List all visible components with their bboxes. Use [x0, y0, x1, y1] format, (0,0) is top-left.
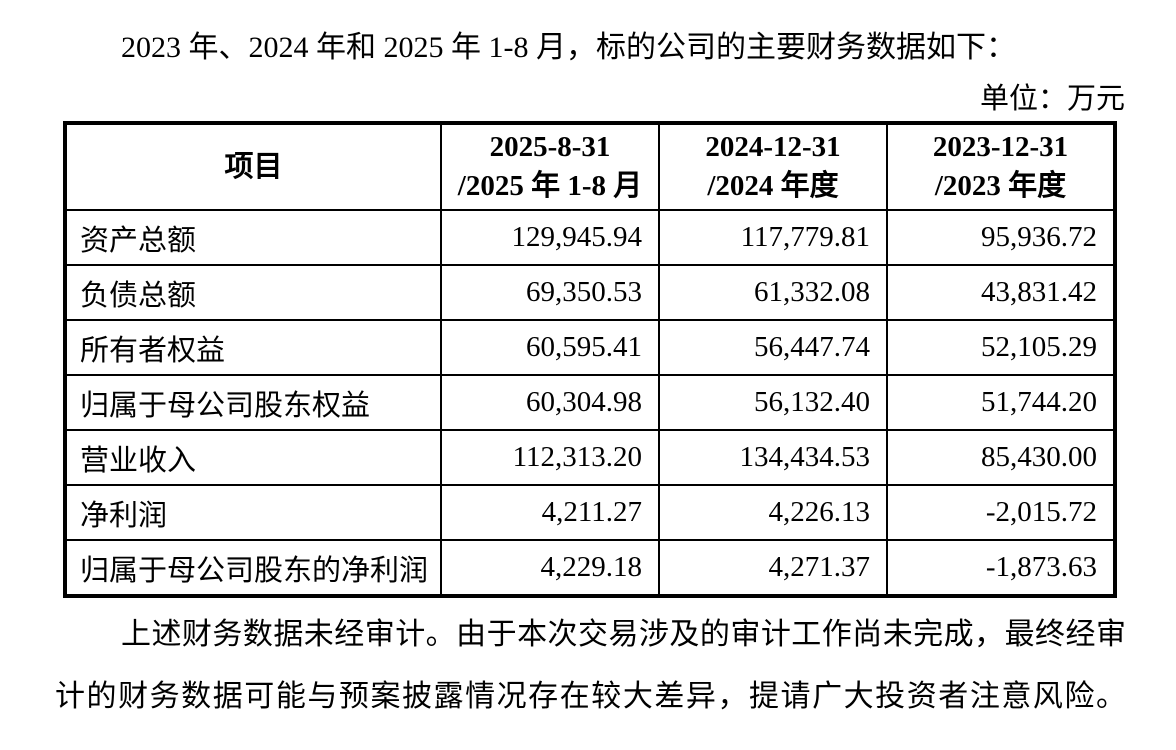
table-row: 负债总额 69,350.53 61,332.08 43,831.42 [64, 264, 1116, 321]
financial-data-table: 项目 2025-8-31 /2025 年 1-8 月 2024-12-31 /2… [63, 121, 1117, 598]
row-value: 4,271.37 [658, 539, 888, 597]
table-row: 资产总额 129,945.94 117,779.81 95,936.72 [64, 209, 1116, 266]
row-value: -2,015.72 [886, 484, 1116, 541]
row-item-label: 负债总额 [64, 264, 442, 321]
row-item-label: 营业收入 [64, 429, 442, 486]
column-header-item-label: 项目 [224, 150, 283, 183]
row-item-label: 资产总额 [64, 209, 442, 266]
unit-label: 单位：万元 [979, 83, 1125, 115]
row-value: 56,447.74 [658, 319, 888, 376]
row-value: 4,229.18 [440, 539, 660, 597]
table-row: 所有者权益 60,595.41 56,447.74 52,105.29 [64, 319, 1116, 376]
period-span: /2023 年度 [934, 170, 1067, 202]
disclaimer-line-2: 计的财务数据可能与预案披露情况存在较大差异，提请广大投资者注意风险。 [55, 680, 1126, 713]
row-value: 69,350.53 [440, 264, 660, 321]
row-value: 129,945.94 [440, 209, 660, 266]
row-item-label: 归属于母公司股东权益 [64, 374, 442, 431]
table-row: 归属于母公司股东权益 60,304.98 56,132.40 51,744.20 [64, 374, 1116, 431]
row-value: 51,744.20 [886, 374, 1116, 431]
table-row: 归属于母公司股东的净利润 4,229.18 4,271.37 -1,873.63 [64, 539, 1116, 597]
row-value: 4,226.13 [658, 484, 888, 541]
row-value: -1,873.63 [886, 539, 1116, 597]
row-value: 60,595.41 [440, 319, 660, 376]
column-header-period-2023: 2023-12-31 /2023 年度 [886, 122, 1116, 211]
column-header-item: 项目 [64, 122, 442, 211]
period-span: /2024 年度 [707, 170, 839, 202]
table-row: 营业收入 112,313.20 134,434.53 85,430.00 [64, 429, 1116, 486]
intro-text: 2023 年、2024 年和 2025 年 1-8 月，标的公司的主要财务数据如… [121, 31, 1016, 64]
row-value: 43,831.42 [886, 264, 1116, 321]
period-date: 2024-12-31 [705, 131, 841, 163]
period-date: 2023-12-31 [932, 131, 1069, 163]
disclaimer-line-1: 上述财务数据未经审计。由于本次交易涉及的审计工作尚未完成，最终经审 [121, 618, 1126, 651]
row-value: 4,211.27 [440, 484, 660, 541]
row-item-label: 净利润 [64, 484, 442, 541]
row-value: 52,105.29 [886, 319, 1116, 376]
row-value: 112,313.20 [440, 429, 660, 486]
row-value: 56,132.40 [658, 374, 888, 431]
row-value: 117,779.81 [658, 209, 888, 266]
row-value: 60,304.98 [440, 374, 660, 431]
period-date: 2025-8-31 [489, 131, 611, 163]
row-value: 61,332.08 [658, 264, 888, 321]
row-item-label: 归属于母公司股东的净利润 [64, 539, 442, 597]
table-row: 净利润 4,211.27 4,226.13 -2,015.72 [64, 484, 1116, 541]
disclaimer-paragraph: 上述财务数据未经审计。由于本次交易涉及的审计工作尚未完成，最终经审 计的财务数据… [55, 604, 1126, 728]
row-value: 85,430.00 [886, 429, 1116, 486]
row-value: 95,936.72 [886, 209, 1116, 266]
row-item-label: 所有者权益 [64, 319, 442, 376]
table-header-row: 项目 2025-8-31 /2025 年 1-8 月 2024-12-31 /2… [64, 122, 1116, 211]
row-value: 134,434.53 [658, 429, 888, 486]
period-span: /2025 年 1-8 月 [457, 170, 643, 202]
column-header-period-2024: 2024-12-31 /2024 年度 [658, 122, 888, 211]
column-header-period-2025: 2025-8-31 /2025 年 1-8 月 [440, 122, 660, 211]
